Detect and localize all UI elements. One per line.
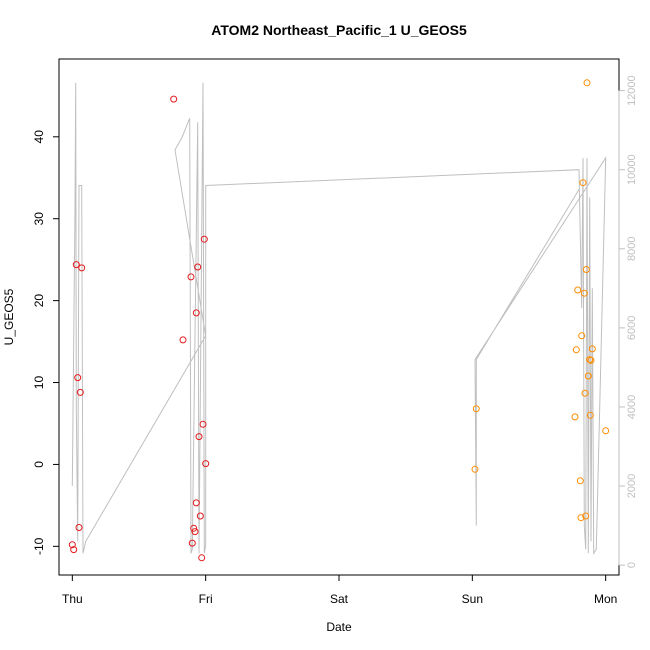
data-point	[190, 524, 198, 532]
data-point	[72, 261, 80, 269]
right-y-axis: 0 2000 4000 6000 8000 10000 12000	[618, 75, 638, 568]
right-axis-tick-label: 0	[626, 562, 638, 568]
data-point	[587, 356, 595, 364]
right-axis-tick-label: 6000	[626, 316, 638, 340]
data-point	[581, 389, 589, 397]
x-axis-tick-label: Mon	[594, 592, 617, 606]
x-axis-tick-label: Sun	[462, 592, 483, 606]
data-point	[198, 554, 206, 562]
data-point	[582, 512, 590, 520]
data-point	[191, 528, 199, 536]
data-point	[586, 411, 594, 419]
data-point	[572, 346, 580, 354]
left-axis-tick-label: -10	[32, 537, 46, 555]
data-point	[571, 413, 579, 421]
left-axis-tick-label: 10	[32, 376, 46, 390]
x-axis-label: Date	[326, 620, 352, 634]
right-axis-tick-label: 10000	[626, 154, 638, 185]
data-point	[192, 499, 200, 507]
x-axis: Thu Fri Sat Sun Mon	[62, 574, 617, 606]
data-point	[179, 336, 187, 344]
data-point	[78, 264, 86, 272]
data-point	[75, 524, 83, 531]
x-axis-tick-label: Sat	[330, 592, 349, 606]
data-point	[188, 539, 196, 547]
data-point	[200, 235, 208, 243]
data-point	[194, 263, 202, 271]
right-axis-tick-label: 12000	[626, 75, 638, 106]
data-point	[74, 374, 82, 382]
chart-title: ATOM2 Northeast_Pacific_1 U_GEOS5	[211, 22, 467, 38]
left-y-axis: -10 0 10 20 30 40	[32, 130, 60, 555]
data-point	[578, 332, 586, 340]
data-point	[580, 289, 588, 297]
left-axis-tick-label: 30	[32, 212, 46, 226]
data-point	[195, 433, 203, 441]
data-point	[582, 266, 590, 273]
data-point	[170, 95, 178, 103]
scatter-points-layer	[68, 79, 610, 562]
data-point	[192, 309, 200, 317]
data-point	[583, 79, 591, 87]
data-point	[584, 372, 592, 380]
left-axis-tick-label: 40	[32, 130, 46, 144]
data-point	[68, 541, 76, 549]
left-axis-tick-label: 20	[32, 294, 46, 308]
data-point	[202, 460, 210, 468]
altitude-line	[71, 82, 607, 555]
data-point	[471, 465, 479, 473]
data-point	[579, 179, 587, 187]
data-point	[196, 512, 204, 520]
right-axis-tick-label: 8000	[626, 237, 638, 261]
altitude-line-layer	[71, 82, 607, 555]
data-point	[70, 546, 78, 554]
left-axis-tick-label: 0	[32, 461, 46, 468]
data-point	[586, 356, 594, 364]
right-axis-tick-label: 2000	[626, 474, 638, 498]
right-axis-tick-label: 4000	[626, 395, 638, 419]
data-point	[187, 273, 195, 281]
data-point	[199, 420, 207, 428]
y-axis-label: U_GEOS5	[2, 288, 16, 345]
x-axis-tick-label: Thu	[62, 592, 83, 606]
data-point	[602, 427, 610, 435]
data-point	[588, 345, 596, 353]
data-point	[577, 514, 585, 522]
data-point	[576, 477, 584, 485]
plot-frame	[58, 58, 620, 576]
x-axis-tick-label: Fri	[199, 592, 213, 606]
data-point	[574, 286, 582, 294]
data-point	[472, 405, 480, 413]
data-point	[76, 388, 84, 396]
